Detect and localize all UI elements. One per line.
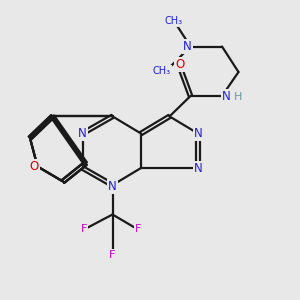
Text: F: F	[109, 250, 116, 260]
Text: F: F	[135, 224, 141, 235]
Text: O: O	[30, 160, 39, 173]
Text: N: N	[194, 161, 202, 175]
Text: N: N	[222, 89, 231, 103]
Text: N: N	[108, 180, 117, 193]
Text: CH₃: CH₃	[165, 16, 183, 26]
Text: H: H	[234, 92, 243, 103]
Text: F: F	[81, 224, 87, 235]
Text: N: N	[78, 127, 87, 140]
Text: N: N	[183, 40, 192, 53]
Text: CH₃: CH₃	[153, 65, 171, 76]
Text: O: O	[176, 58, 184, 71]
Text: N: N	[194, 127, 202, 140]
